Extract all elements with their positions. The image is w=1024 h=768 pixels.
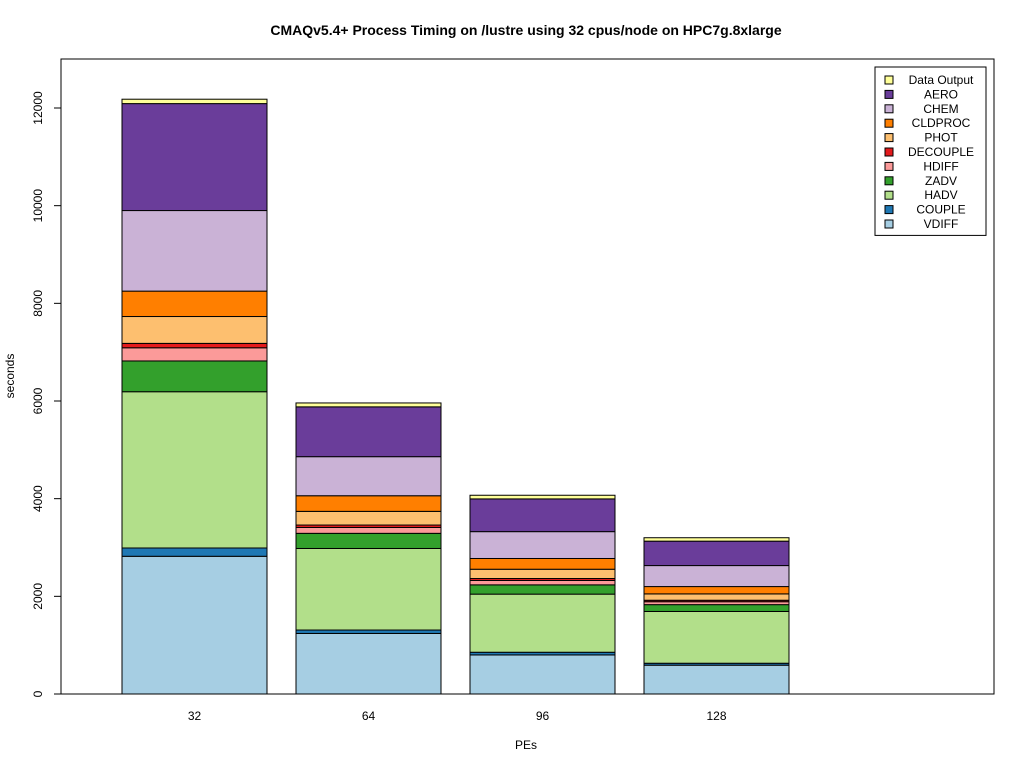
y-tick-label: 8000: [31, 290, 45, 317]
x-axis-label: PEs: [515, 738, 537, 752]
bar-segment: [121, 210, 268, 292]
bar-segment: [121, 391, 268, 549]
y-axis-label: seconds: [3, 354, 17, 399]
bar-segment: [295, 406, 442, 458]
legend-label: VDIFF: [924, 217, 959, 231]
legend-label: COUPLE: [916, 203, 965, 217]
legend-label: HDIFF: [923, 159, 958, 173]
y-tick-label: 12000: [31, 91, 45, 125]
bar-segment: [295, 402, 442, 408]
bar-segment: [121, 290, 268, 318]
legend-label: AERO: [924, 87, 958, 101]
legend-label: PHOT: [924, 131, 958, 145]
legend-swatch: [884, 147, 894, 157]
y-tick-label: 10000: [31, 189, 45, 223]
legend-label: DECOUPLE: [908, 145, 974, 159]
legend-swatch: [884, 161, 894, 171]
bar-segment: [121, 103, 268, 212]
bar-segment: [643, 540, 790, 567]
bar-stack: [295, 402, 442, 695]
y-tick-label: 4000: [31, 485, 45, 512]
x-tick-label: 96: [536, 709, 550, 723]
bar-segment: [469, 579, 616, 586]
bar-segment: [643, 664, 790, 695]
bar-segment: [469, 568, 616, 580]
legend-swatch: [884, 118, 894, 128]
bar-segment: [121, 316, 268, 344]
y-tick-label: 2000: [31, 583, 45, 610]
x-tick-label: 64: [362, 709, 376, 723]
bar-segment: [643, 610, 790, 664]
bar-segment: [121, 555, 268, 695]
bar-segment: [643, 586, 790, 595]
legend-swatch: [884, 190, 894, 200]
bar-segment: [469, 654, 616, 695]
legend-label: CLDPROC: [912, 116, 971, 130]
bar-segment: [469, 593, 616, 653]
bar-segment: [469, 494, 616, 500]
bar-segment: [295, 495, 442, 512]
bar-stack: [469, 494, 616, 695]
bars: [121, 98, 790, 695]
legend-label: Data Output: [909, 73, 974, 87]
bar-stack: [643, 537, 790, 695]
bar-segment: [295, 456, 442, 497]
legend-swatch: [884, 133, 894, 143]
bar-segment: [295, 547, 442, 631]
legend-label: CHEM: [923, 102, 958, 116]
y-tick-label: 0: [31, 690, 45, 697]
x-tick-label: 128: [706, 709, 726, 723]
bar-segment: [469, 531, 616, 559]
x-tick-label: 32: [188, 709, 202, 723]
bar-segment: [295, 510, 442, 526]
bar-segment: [469, 584, 616, 595]
bar-segment: [469, 498, 616, 533]
chart-title: CMAQv5.4+ Process Timing on /lustre usin…: [270, 22, 781, 38]
bar-segment: [469, 557, 616, 570]
legend-swatch: [884, 205, 894, 215]
legend-swatch: [884, 104, 894, 114]
bar-segment: [121, 98, 268, 105]
legend: Data OutputAEROCHEMCLDPROCPHOTDECOUPLEHD…: [874, 66, 987, 236]
bar-segment: [121, 547, 268, 557]
y-axis: 0 2000 4000 6000 8000 10000 12000: [31, 91, 62, 697]
bar-stack: [121, 98, 268, 695]
bar-segment: [643, 604, 790, 612]
legend-swatch: [884, 219, 894, 229]
bar-segment: [643, 593, 790, 601]
bar-segment: [121, 347, 268, 362]
bar-segment: [295, 632, 442, 695]
bar-segment: [295, 526, 442, 534]
bar-segment: [121, 360, 268, 393]
legend-swatch: [884, 176, 894, 186]
bar-segment: [295, 532, 442, 549]
legend-label: ZADV: [925, 174, 957, 188]
bar-segment: [295, 629, 442, 634]
legend-swatch: [884, 89, 894, 99]
y-tick-label: 6000: [31, 387, 45, 414]
legend-swatch: [884, 75, 894, 85]
bar-segment: [643, 565, 790, 588]
bar-segment: [643, 537, 790, 542]
bar-segment: [121, 342, 268, 349]
legend-label: HADV: [924, 188, 957, 202]
x-axis: 32 64 96 128: [188, 709, 727, 723]
